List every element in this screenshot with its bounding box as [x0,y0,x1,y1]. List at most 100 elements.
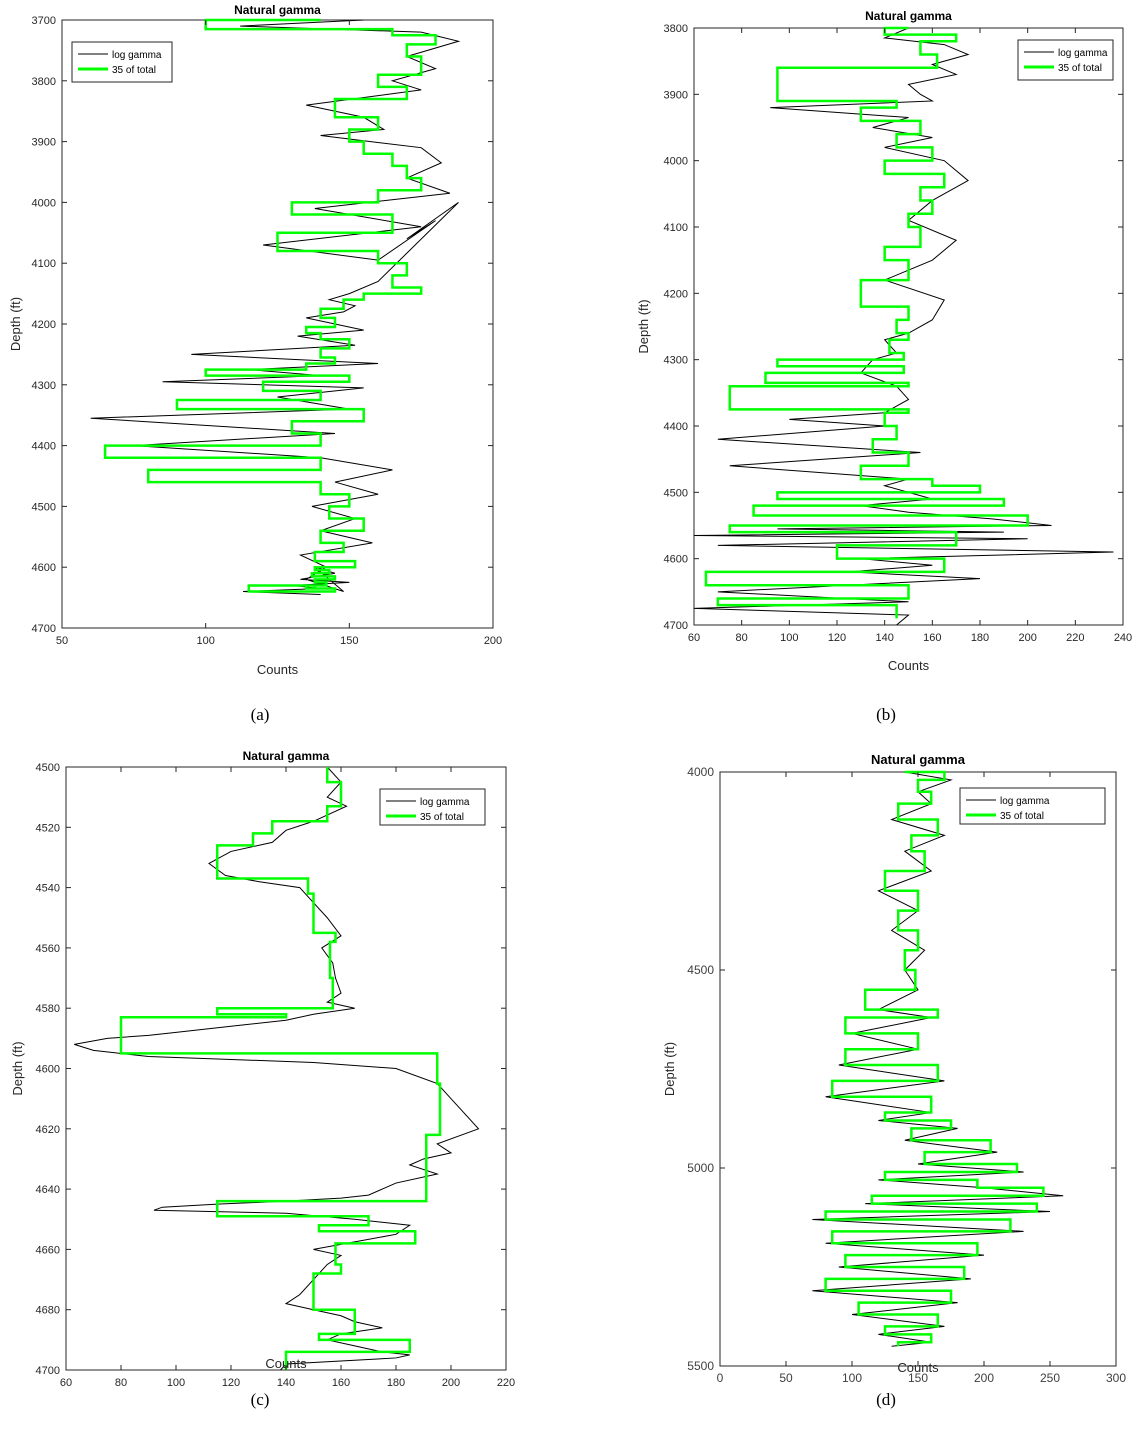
x-tick-label: 200 [1018,632,1036,644]
legend-entry: log gamma [420,797,470,808]
series-line-log-gamma [90,19,461,596]
y-tick-label: 4100 [32,258,56,270]
legend-box [1017,39,1114,81]
series-line-log-gamma [812,771,1064,1347]
legend-entry: 35 of total [1058,63,1102,74]
y-tick-label: 4700 [36,1365,60,1377]
y-axis-label: Depth (ft) [10,1041,25,1095]
chart-panel-c: 60 80 100 120 140 160 180 200 220 4500 4520 4540 456… [0,740,520,1390]
chart-title: Natural gamma [865,9,952,23]
x-tick-label: 240 [1114,632,1132,644]
x-tick-label: 60 [60,1377,72,1389]
x-tick-label: 0 [717,1371,724,1385]
y-tick-label: 3900 [664,89,688,101]
y-tick-label: 4200 [32,319,56,331]
x-tick-label: 200 [974,1371,994,1385]
legend-entry: log gamma [1058,48,1108,59]
x-tick-label: 140 [277,1377,295,1389]
y-tick-label: 4540 [36,883,60,895]
x-tick-label: 300 [1106,1371,1126,1385]
chart-panel-d: 0 50 100 150 200 250 300 4000 4500 5000 5500 Natura… [640,740,1143,1390]
x-axis-label: Counts [265,1356,307,1371]
y-tick-label: 4000 [687,765,714,779]
x-tick-label: 150 [908,1371,928,1385]
x-tick-label: 120 [222,1377,240,1389]
series-line-log-gamma [74,766,480,1371]
y-tick-label: 4640 [36,1184,60,1196]
y-tick-label: 4500 [36,762,60,774]
y-axis-label: Depth (ft) [8,297,23,351]
series-line-log-gamma [693,27,1114,626]
x-tick-label: 60 [688,632,700,644]
caption-a: (a) [250,705,270,724]
x-tick-label: 120 [828,632,846,644]
series-line-35-of-total [824,770,1045,1347]
x-tick-label: 220 [1066,632,1084,644]
y-tick-label: 4000 [664,156,688,168]
y-axis-label: Depth (ft) [662,1042,677,1096]
y-tick-label: 4580 [36,1003,60,1015]
x-tick-label: 50 [56,635,68,647]
y-tick-label: 3700 [32,15,56,27]
x-tick-label: 250 [1040,1371,1060,1385]
legend-entry: 35 of total [112,65,156,76]
x-axis-label: Counts [888,658,930,673]
y-tick-label: 3900 [32,137,56,149]
series-line-35-of-total [119,767,442,1370]
x-tick-label: 100 [780,632,798,644]
y-tick-label: 4400 [664,421,688,433]
y-tick-label: 4600 [32,562,56,574]
y-tick-label: 4660 [36,1244,60,1256]
legend-entry: log gamma [1000,796,1050,807]
y-axis-label: Depth (ft) [636,299,651,353]
legend-box [959,787,1106,825]
legend-box [71,41,173,83]
x-tick-label: 100 [196,635,214,647]
x-tick-label: 160 [923,632,941,644]
legend-entry: 35 of total [1000,811,1044,822]
y-tick-label: 5000 [687,1161,714,1175]
y-tick-label: 4100 [664,222,688,234]
x-tick-label: 180 [971,632,989,644]
y-tick-label: 4680 [36,1305,60,1317]
x-tick-label: 160 [332,1377,350,1389]
plot-area [65,766,507,1371]
y-tick-label: 4000 [32,197,56,209]
y-tick-label: 4600 [36,1064,60,1076]
y-tick-label: 4500 [687,963,714,977]
y-tick-label: 4300 [32,380,56,392]
x-tick-label: 200 [484,635,502,647]
y-tick-label: 4620 [36,1124,60,1136]
legend-entry: 35 of total [420,812,464,823]
x-tick-label: 80 [115,1377,127,1389]
y-tick-label: 5500 [687,1359,714,1373]
chart-title: Natural gamma [234,3,321,17]
y-tick-label: 4500 [32,501,56,513]
y-tick-label: 3800 [664,23,688,35]
caption-d: (d) [876,1390,896,1409]
chart-c-svg: 60 80 100 120 140 160 180 200 220 4500 4520 4540 456… [10,749,515,1389]
x-tick-label: 50 [779,1371,793,1385]
chart-title: Natural gamma [243,749,330,763]
chart-title: Natural gamma [871,752,966,767]
x-tick-label: 100 [167,1377,185,1389]
chart-panel-a: 50 100 150 200 3700 3800 3900 4000 4100 4200 4300 4… [0,0,520,690]
x-tick-label: 140 [875,632,893,644]
y-tick-label: 4600 [664,554,688,566]
chart-panel-b: 60 80 100 120 140 160 180 200 220 240 3800 3900 4000… [590,0,1143,690]
y-tick-label: 4200 [664,288,688,300]
x-tick-label: 100 [842,1371,862,1385]
y-tick-label: 3800 [32,76,56,88]
x-axis-label: Counts [257,662,299,677]
chart-b-svg: 60 80 100 120 140 160 180 200 220 240 3800 3900 4000… [636,9,1132,673]
series-line-35-of-total [103,18,437,593]
caption-b: (b) [876,705,896,724]
y-tick-label: 4700 [664,620,688,632]
x-tick-label: 200 [442,1377,460,1389]
y-tick-label: 4400 [32,441,56,453]
series-line-35-of-total [704,26,1029,619]
y-tick-label: 4520 [36,822,60,834]
plot-area [61,19,494,629]
x-tick-label: 80 [736,632,748,644]
chart-a-svg: 50 100 150 200 3700 3800 3900 4000 4100 4200 4300 4… [8,3,502,677]
